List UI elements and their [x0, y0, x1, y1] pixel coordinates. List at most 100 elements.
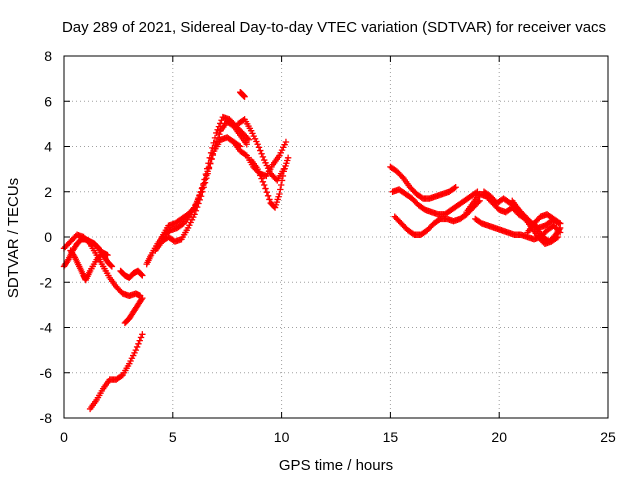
data-point	[139, 331, 146, 338]
data-point	[208, 155, 215, 163]
data-point	[201, 176, 209, 183]
y-axis-label: SDTVAR / TECUs	[5, 178, 22, 298]
series-track-o	[389, 186, 481, 218]
data-point	[278, 177, 286, 184]
data-point	[107, 262, 115, 269]
data-point	[196, 191, 203, 199]
data-point	[255, 169, 263, 176]
series-track-c	[67, 247, 111, 284]
data-point	[254, 165, 261, 173]
y-tick-label: -8	[40, 410, 53, 426]
data-point	[203, 172, 210, 179]
x-axis-label: GPS time / hours	[279, 457, 393, 474]
data-point	[104, 251, 111, 259]
data-point	[135, 340, 142, 347]
series-track-f	[86, 331, 146, 413]
data-point	[108, 263, 116, 270]
data-point	[192, 201, 200, 208]
data-point	[257, 147, 264, 154]
chart-title: Day 289 of 2021, Sidereal Day-to-day VTE…	[62, 19, 606, 36]
data-point	[263, 189, 271, 196]
data-point	[138, 296, 145, 303]
x-tick-label: 15	[383, 429, 399, 445]
x-tick-label: 25	[600, 429, 616, 445]
data-point	[209, 151, 217, 159]
series-track-u	[524, 211, 564, 236]
series-track-e	[121, 294, 146, 327]
data-point	[190, 205, 197, 213]
data-point	[204, 168, 211, 175]
series-track-h	[152, 118, 250, 254]
tick-labels: 0 5 10 15 20 25 -8 -6 -4 -2 0 2 4 6 8	[40, 48, 616, 445]
data-point	[257, 172, 264, 179]
data-point	[214, 126, 221, 133]
data-point	[266, 196, 273, 203]
data-point	[139, 294, 146, 302]
y-tick-label: -6	[40, 365, 53, 381]
data-point	[200, 180, 207, 187]
data-point	[262, 185, 269, 192]
data-point	[191, 211, 198, 218]
data-point	[207, 160, 214, 167]
data-point	[138, 271, 145, 278]
series-track-t	[509, 197, 562, 247]
x-tick-label: 10	[274, 429, 290, 445]
data-point	[553, 234, 560, 242]
data-point	[254, 141, 261, 148]
data-point	[191, 204, 198, 211]
data-point	[258, 150, 265, 157]
data-marks	[60, 89, 564, 413]
series-track-a	[60, 231, 144, 300]
data-point	[264, 192, 272, 200]
data-point	[197, 188, 205, 195]
y-tick-label: -2	[40, 274, 53, 290]
data-point	[193, 198, 201, 205]
data-point	[554, 233, 562, 241]
data-point	[243, 141, 250, 148]
y-tick-label: 8	[44, 48, 52, 64]
data-point	[133, 343, 141, 351]
data-point	[284, 154, 292, 162]
data-point	[205, 164, 213, 171]
data-point	[136, 337, 143, 344]
data-point	[241, 93, 248, 100]
series-track-i	[158, 134, 244, 241]
y-tick-label: 6	[44, 93, 52, 109]
data-point	[277, 181, 285, 189]
data-point	[451, 184, 458, 192]
y-tick-label: 4	[44, 139, 52, 155]
x-tick-label: 5	[169, 429, 177, 445]
series-track-p	[391, 197, 483, 238]
series-track-n	[387, 163, 459, 202]
x-tick-label: 0	[60, 429, 68, 445]
data-point	[277, 186, 284, 193]
x-tick-label: 20	[491, 429, 507, 445]
series-track-l	[247, 154, 292, 211]
data-point	[213, 129, 220, 137]
data-point	[132, 346, 140, 354]
data-point	[556, 220, 564, 227]
data-point	[259, 153, 267, 161]
data-point	[258, 175, 265, 182]
data-point	[282, 138, 290, 146]
series-track-m	[237, 89, 248, 100]
plot-frame	[63, 55, 609, 419]
series-track-d	[117, 267, 146, 281]
grid	[64, 56, 608, 418]
data-point	[217, 120, 224, 127]
data-point	[279, 172, 287, 180]
data-point	[199, 184, 206, 191]
data-point	[255, 144, 263, 151]
data-point	[139, 272, 146, 279]
data-point	[260, 181, 268, 189]
y-tick-label: 0	[44, 229, 52, 245]
y-tick-label: -4	[40, 320, 53, 336]
data-point	[216, 131, 223, 138]
data-point	[276, 190, 283, 198]
y-tick-label: 2	[44, 184, 52, 200]
data-point	[195, 194, 202, 202]
series-track-q	[463, 190, 564, 232]
data-point	[556, 226, 563, 233]
data-point	[555, 219, 563, 226]
